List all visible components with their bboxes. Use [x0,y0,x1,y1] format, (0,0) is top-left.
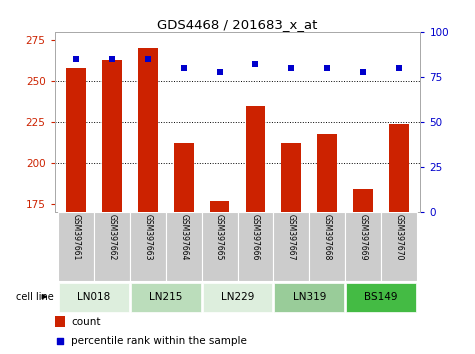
Text: GSM397668: GSM397668 [323,215,332,261]
Bar [203,283,272,312]
Bar [58,212,94,281]
Bar [309,212,345,281]
Text: GSM397663: GSM397663 [143,215,152,261]
Point [108,56,116,62]
Bar [55,316,65,327]
Bar [166,212,202,281]
Point [287,65,295,71]
Title: GDS4468 / 201683_x_at: GDS4468 / 201683_x_at [157,18,318,31]
Bar [94,212,130,281]
Bar [66,68,86,212]
Point [323,65,331,71]
Point [144,56,152,62]
Text: GSM397666: GSM397666 [251,215,260,261]
Point [395,65,403,71]
Point [72,56,80,62]
Text: BS149: BS149 [364,292,398,302]
Text: cell line: cell line [16,292,54,302]
Bar [130,212,166,281]
Bar [317,133,337,212]
Point [252,62,259,67]
Text: LN215: LN215 [149,292,182,302]
Bar [275,283,344,312]
Text: GSM397661: GSM397661 [72,215,81,261]
Point [56,338,64,344]
Bar [138,48,158,212]
Point [180,65,188,71]
Bar [202,212,238,281]
Text: GSM397667: GSM397667 [287,215,296,261]
Text: GSM397664: GSM397664 [179,215,188,261]
Text: count: count [71,317,101,327]
Text: LN319: LN319 [293,292,326,302]
Point [216,69,223,74]
Bar [345,212,381,281]
Bar [346,283,416,312]
Bar [131,283,200,312]
Text: GSM397669: GSM397669 [359,215,368,261]
Text: GSM397662: GSM397662 [107,215,116,261]
Bar [246,106,266,212]
Bar [174,143,194,212]
Text: percentile rank within the sample: percentile rank within the sample [71,336,247,346]
Bar [381,212,417,281]
Bar [238,212,273,281]
Text: LN018: LN018 [77,292,111,302]
Text: GSM397665: GSM397665 [215,215,224,261]
Bar [102,60,122,212]
Text: GSM397670: GSM397670 [394,215,403,261]
Bar [209,201,229,212]
Text: LN229: LN229 [221,292,254,302]
Bar [389,124,408,212]
Bar [281,143,301,212]
Bar [353,189,373,212]
Bar [59,283,129,312]
Bar [273,212,309,281]
Point [359,69,367,74]
